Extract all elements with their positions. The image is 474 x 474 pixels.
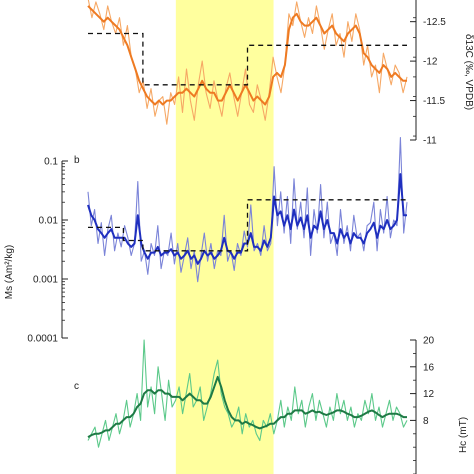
panel-c-tick-label: 12 xyxy=(423,389,435,400)
panel-a-tick-label: -12.5 xyxy=(423,17,446,28)
panel-a-tick-label: -12 xyxy=(423,57,438,68)
panel-a-mean-step-line xyxy=(88,32,407,86)
panel-b-tick-label: 0.01 xyxy=(39,216,59,227)
panel-a-ylabel: δ13C (‰, VPDB) xyxy=(463,34,474,110)
panel-c-series xyxy=(87,339,408,448)
panel-b-tick-label: 0.1 xyxy=(44,157,58,168)
panel-a-tick-label: -11 xyxy=(423,136,437,147)
panel-b-tick-label: 0.001 xyxy=(33,275,58,286)
panel-a-series xyxy=(87,0,408,125)
panel-c-tick-label: 20 xyxy=(423,336,435,347)
panel-c-smooth-line xyxy=(87,375,407,438)
panel-b-raw-line xyxy=(87,136,408,283)
panel-c-ylabel: Hc (mT) xyxy=(458,417,469,453)
panel-a-tick-label: -11.5 xyxy=(423,96,445,107)
panel-b-ylabel: Ms (Am²/kg) xyxy=(4,245,15,299)
panel-c-y-axis: 8 12 16 20 xyxy=(410,336,435,474)
panel-a-y-axis: -12.5 -12 -11.5 -11 xyxy=(410,0,446,147)
panel-a-smooth-line xyxy=(87,5,407,106)
panel-b-series xyxy=(87,136,408,283)
panel-b-letter: b xyxy=(74,155,80,166)
panel-c-letter: c xyxy=(74,381,79,392)
panel-b-tick-label: 0.0001 xyxy=(27,334,58,345)
panel-b-y-axis: 0.0001 0.001 0.01 0.1 xyxy=(27,157,68,345)
panel-b-mean-step-line xyxy=(88,199,407,252)
panel-c-raw-line xyxy=(87,339,408,448)
panel-c-tick-label: 16 xyxy=(423,362,435,373)
panel-c-tick-label: 8 xyxy=(423,416,429,427)
